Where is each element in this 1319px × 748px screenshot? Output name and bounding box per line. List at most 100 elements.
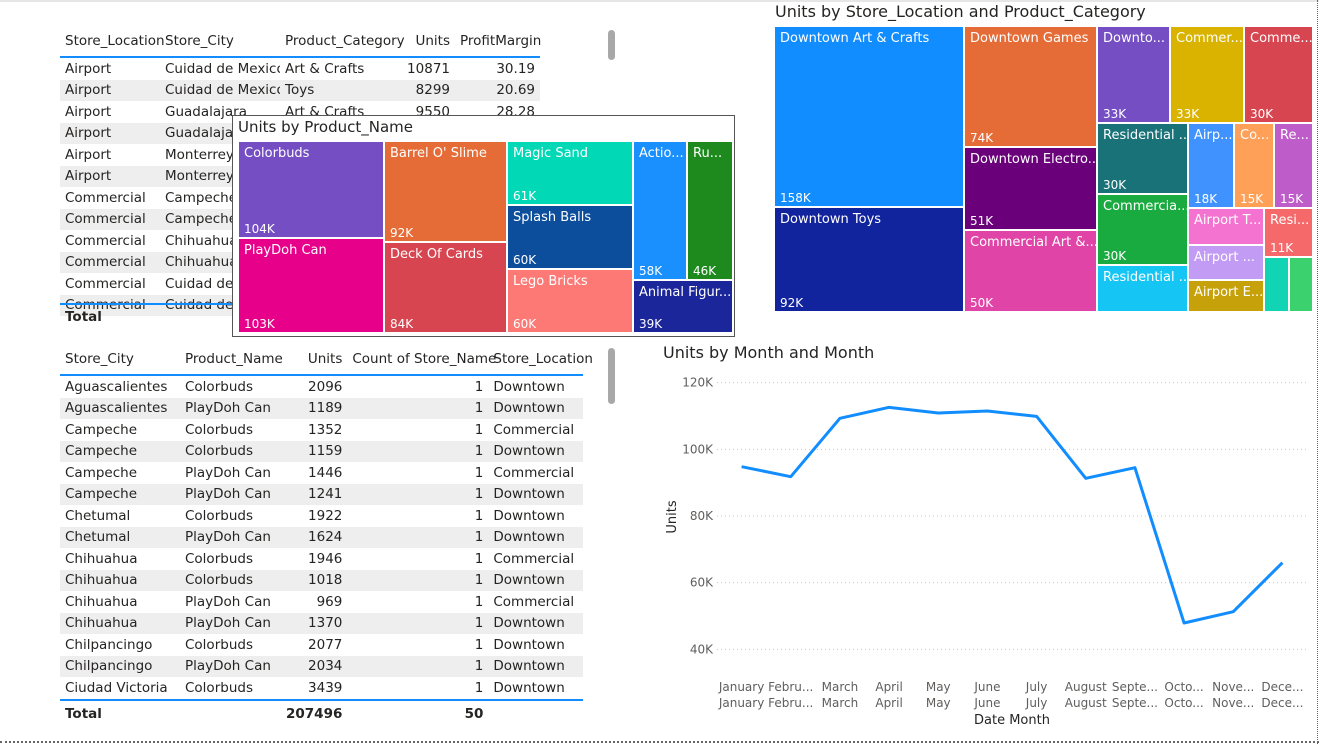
table-row[interactable]: Airport Cuidad de Mexico Art & Crafts 10871… xyxy=(60,57,540,80)
table-cell: 1446 xyxy=(308,464,343,481)
table-row[interactable]: Chihuahua Colorbuds 1018 1 Downtown xyxy=(60,569,584,591)
treemap-tile[interactable]: Lego Bricks 60K xyxy=(507,269,633,333)
treemap-tile[interactable]: Re... 15K xyxy=(1274,123,1313,208)
column-header[interactable]: Store_City xyxy=(160,26,280,58)
line-chart-title: Units by Month and Month xyxy=(663,343,875,362)
table-row[interactable]: Chihuahua Colorbuds 1946 1 Commercial xyxy=(60,548,583,570)
table-row[interactable]: Commercial Campeche xyxy=(60,187,540,209)
treemap-tile[interactable]: Comme... 30K xyxy=(1244,26,1313,123)
table-row[interactable]: Commercial Cuidad de xyxy=(60,273,540,295)
x-tick-label: Nove... xyxy=(1212,696,1254,710)
table-cell: Toys xyxy=(280,79,400,101)
treemap-tile[interactable]: Deck Of Cards 84K xyxy=(384,242,507,333)
table-cell: Campeche xyxy=(65,421,138,438)
treemap-tile[interactable]: Downtown Electro... 51K xyxy=(964,147,1097,230)
treemap-tile[interactable]: Downtown Art & Crafts 158K xyxy=(774,26,964,207)
treemap-tile[interactable] xyxy=(1264,257,1289,312)
treemap-tile[interactable]: Commercia... 30K xyxy=(1097,194,1188,265)
column-header[interactable]: Count of Store_Name xyxy=(347,344,496,376)
table-scrollbar[interactable] xyxy=(608,348,615,404)
treemap-tile-label: Airport E... xyxy=(1194,285,1264,300)
treemap-tile[interactable]: Splash Balls 60K xyxy=(507,205,633,269)
series-line[interactable] xyxy=(741,405,1284,625)
table-cell: Airport xyxy=(65,146,112,163)
treemap-tile[interactable]: Residential ... xyxy=(1097,265,1188,312)
table-row[interactable]: Airport Cuidad de Mexico Toys 8299 20.69 xyxy=(60,79,540,101)
table-scrollbar[interactable] xyxy=(608,30,615,60)
table-row[interactable]: Ciudad Victoria Colorbuds 3439 1 Downtown xyxy=(60,677,583,700)
treemap-tile[interactable]: Airport T... xyxy=(1188,208,1264,245)
treemap-tile[interactable]: Commercial Art &... 50K xyxy=(964,230,1097,312)
table-row[interactable]: Chetumal Colorbuds 1922 1 Downtown xyxy=(60,505,583,527)
column-header[interactable]: Product_Category xyxy=(280,26,405,58)
table-cell: 1159 xyxy=(281,440,348,462)
table-cell: Commercial xyxy=(60,251,160,273)
treemap-tile[interactable]: Downtown Toys 92K xyxy=(774,207,964,312)
x-tick-label: January xyxy=(718,696,765,710)
table-cell: PlayDoh Can xyxy=(185,593,271,610)
treemap-tile[interactable]: Actio... 58K xyxy=(633,141,687,280)
treemap-tile[interactable]: Downtown Games 74K xyxy=(964,26,1097,147)
treemap-tile-value: 84K xyxy=(390,317,414,331)
location-treemap-area[interactable]: Downtown Art & Crafts 158K Downtown Toys 92… xyxy=(774,26,1313,312)
table-row[interactable]: Aguascalientes PlayDoh Can 1189 1 Downtown xyxy=(60,397,584,419)
treemap-tile[interactable] xyxy=(1289,257,1313,312)
treemap-tile[interactable]: Animal Figur... 39K xyxy=(633,280,733,333)
table-row[interactable]: Campeche PlayDoh Can 1446 1 Commercial xyxy=(60,462,583,484)
table-cell: Downtown xyxy=(493,636,565,653)
table-cell: Guadalajara xyxy=(165,103,248,120)
treemap-tile[interactable]: Airport ... xyxy=(1188,245,1264,280)
table-row[interactable]: Chihuahua PlayDoh Can 1370 1 Downtown xyxy=(60,612,584,634)
treemap-tile[interactable]: Barrel O' Slime 92K xyxy=(384,141,507,242)
table-row[interactable]: Chilpancingo PlayDoh Can 2034 1 Downtown xyxy=(60,655,584,677)
table-cell: 30.19 xyxy=(496,60,535,77)
table-row[interactable]: Chihuahua PlayDoh Can 969 1 Commercial xyxy=(60,591,583,613)
treemap-tile-value: 30K xyxy=(1103,178,1127,192)
treemap-tile[interactable]: Residential ... 30K xyxy=(1097,123,1188,194)
treemap-tile[interactable]: Ru... 46K xyxy=(687,141,733,280)
column-header[interactable]: Units xyxy=(281,344,348,376)
treemap-tile[interactable]: Magic Sand 61K xyxy=(507,141,633,205)
treemap-tile[interactable]: Downto... 33K xyxy=(1097,26,1170,123)
table-row[interactable]: Campeche PlayDoh Can 1241 1 Downtown xyxy=(60,483,584,505)
table-cell: 1946 xyxy=(308,550,343,567)
table-row[interactable]: Campeche Colorbuds 1352 1 Commercial xyxy=(60,419,583,441)
table-cell: Chihuahua xyxy=(60,612,180,634)
product-treemap-area: Colorbuds 104K PlayDoh Can 103K Barrel O' Sl… xyxy=(238,141,733,333)
table-cell: PlayDoh Can xyxy=(180,397,281,419)
column-header[interactable]: Store_Location xyxy=(488,344,593,376)
table-row[interactable]: Aguascalientes Colorbuds 2096 1 Downtown xyxy=(60,375,583,398)
treemap-tile-value: 61K xyxy=(513,189,537,203)
table-row[interactable]: Chilpancingo Colorbuds 2077 1 Downtown xyxy=(60,634,583,656)
column-header[interactable]: Product_Name xyxy=(180,344,283,376)
column-header[interactable]: Store_City xyxy=(60,344,180,376)
table-row[interactable]: Campeche Colorbuds 1159 1 Downtown xyxy=(60,440,584,462)
store-category-table[interactable]: Store_Location Store_City Product_Category… xyxy=(60,26,541,316)
column-header[interactable]: ProfitMargin xyxy=(455,26,541,58)
treemap-tile[interactable]: Resi... 11K xyxy=(1264,208,1313,257)
table-header-row: Store_Location Store_City Product_Category… xyxy=(60,26,541,58)
treemap-tile-label: Barrel O' Slime xyxy=(390,146,487,161)
column-header[interactable]: Store_Location xyxy=(60,26,165,58)
column-header[interactable]: Units xyxy=(400,26,455,58)
treemap-tile[interactable]: Colorbuds 104K xyxy=(238,141,384,238)
table-cell: 1624 xyxy=(281,526,348,548)
treemap-tile[interactable]: Airp... 18K xyxy=(1188,123,1234,208)
table-cell: Chihuahua xyxy=(65,550,138,567)
product-treemap-visual[interactable]: Units by Product_Name Colorbuds 104K PlayD… xyxy=(232,115,735,337)
city-product-table[interactable]: Store_City Product_Name Units Count of Stor… xyxy=(60,344,593,727)
table-row[interactable]: Chetumal PlayDoh Can 1624 1 Downtown xyxy=(60,526,584,548)
x-tick-label: May xyxy=(926,696,951,710)
treemap-tile-label: Downtown Electro... xyxy=(970,152,1097,167)
treemap-tile[interactable]: Commer... 33K xyxy=(1170,26,1244,123)
table-row[interactable]: Commercial Chihuahua xyxy=(60,230,540,252)
table-cell: Monterrey xyxy=(165,146,234,163)
x-tick-label: January xyxy=(718,680,765,694)
treemap-tile[interactable]: Co... 15K xyxy=(1234,123,1274,208)
treemap-tile[interactable]: Airport E... xyxy=(1188,280,1264,312)
treemap-tile[interactable]: PlayDoh Can 103K xyxy=(238,238,384,333)
treemap-tile-label: Animal Figur... xyxy=(639,285,732,300)
table-row[interactable]: Airport Monterrey xyxy=(60,144,540,166)
table-cell: Chetumal xyxy=(65,507,131,524)
